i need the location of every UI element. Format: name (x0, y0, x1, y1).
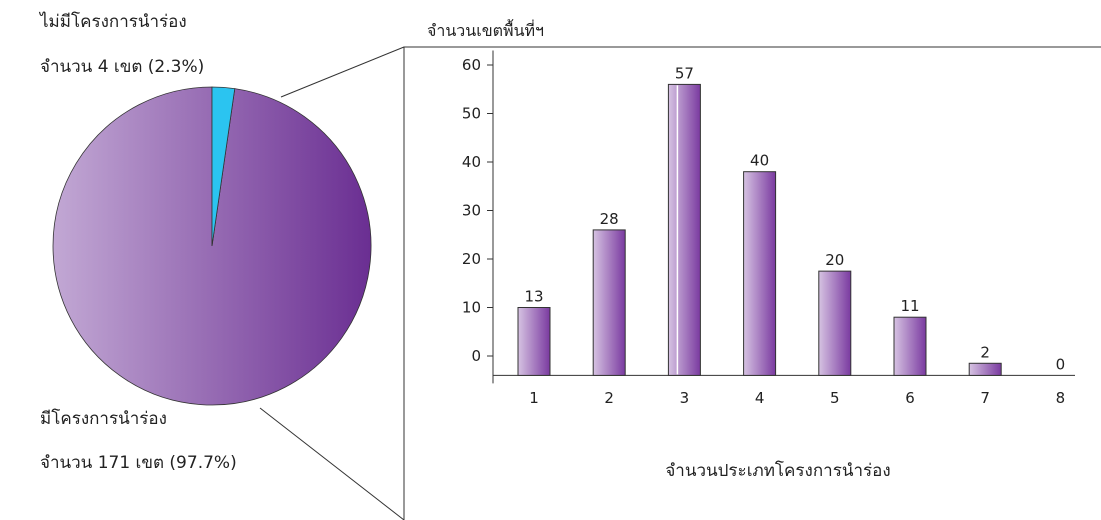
data-label-6: 11 (900, 297, 919, 315)
x-tick-label: 3 (680, 389, 690, 407)
y-tick-label: 30 (462, 202, 481, 220)
bar-3 (667, 83, 701, 376)
pie-detail-with-pilot: จำนวน 171 เขต (97.7%) (40, 453, 237, 473)
x-tick-label: 1 (529, 389, 539, 407)
y-tick-label: 10 (462, 299, 481, 317)
x-tick-label: 2 (604, 389, 614, 407)
data-label-8: 0 (1056, 355, 1066, 373)
bar-5 (818, 270, 852, 376)
bars (517, 83, 1002, 376)
x-tick-label: 5 (830, 389, 840, 407)
x-tick-label: 4 (755, 389, 765, 407)
x-tick-label: 8 (1056, 389, 1066, 407)
y-tick-label: 40 (462, 153, 481, 171)
data-label-7: 2 (980, 343, 990, 361)
bar-chart-frame (403, 46, 1101, 520)
bar-6 (893, 316, 927, 376)
data-label-1: 13 (524, 288, 543, 306)
y-tick-label: 60 (462, 56, 481, 74)
x-axis-ticks: 1 2 3 4 5 6 7 8 (529, 389, 1065, 407)
pie-label-with-pilot: มีโครงการนำร่อง (40, 408, 167, 429)
pie-chart (52, 86, 372, 406)
connector-line-bottom (259, 407, 405, 520)
data-label-2: 28 (600, 210, 619, 228)
y-axis-ticks: 0 10 20 30 40 50 60 (462, 56, 493, 365)
data-label-3: 57 (675, 64, 694, 82)
y-tick-label: 50 (462, 105, 481, 123)
data-label-4: 40 (750, 152, 769, 170)
bar-chart-x-label: จำนวนประเภทโครงการนำร่อง (665, 460, 890, 481)
bar-1 (517, 307, 551, 376)
connector-line-top (280, 46, 405, 98)
x-tick-label: 6 (905, 389, 915, 407)
data-label-5: 20 (825, 251, 844, 269)
x-tick-label: 7 (980, 389, 990, 407)
pie-slice-without-pilot (211, 86, 236, 247)
pie-detail-without-pilot: จำนวน 4 เขต (2.3%) (40, 57, 204, 77)
bar-7 (968, 362, 1002, 376)
bar-2 (592, 229, 626, 376)
bar-4 (743, 171, 777, 376)
y-tick-label: 0 (471, 347, 481, 365)
pie-label-without-pilot: ไม่มีโครงการนำร่อง (38, 11, 187, 32)
y-tick-label: 20 (462, 250, 481, 268)
bar-chart-y-label: จำนวนเขตพื้นที่ฯ (427, 19, 544, 40)
